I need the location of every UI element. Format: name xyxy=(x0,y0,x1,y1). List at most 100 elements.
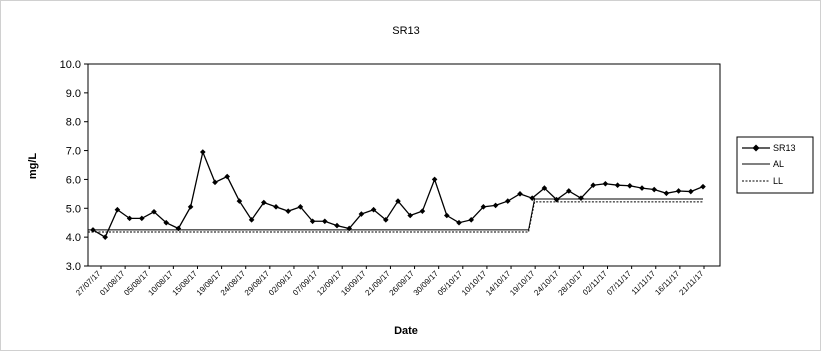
x-tick-label: 05/10/17 xyxy=(436,269,465,298)
sr13-data-point xyxy=(431,176,438,183)
sr13-data-point xyxy=(248,217,255,223)
legend: SR13 AL LL xyxy=(736,136,814,194)
sr13-data-point xyxy=(139,215,145,222)
sr13-data-point xyxy=(175,225,182,232)
sr13-data-point xyxy=(505,198,511,204)
sr13-data-point xyxy=(102,234,108,240)
sr13-data-point xyxy=(322,218,328,225)
y-tick-label: 8.0 xyxy=(66,117,81,129)
legend-box xyxy=(736,136,814,194)
series-sr13-line xyxy=(92,149,704,239)
sr13-data-point xyxy=(261,199,267,206)
sr13-data-point xyxy=(309,218,316,225)
x-tick-label: 28/10/17 xyxy=(556,269,585,298)
x-tick-label: 19/08/17 xyxy=(195,269,224,298)
x-tick-label: 05/08/17 xyxy=(122,269,151,298)
sr13-data-point xyxy=(273,204,279,210)
y-tick-label: 3.0 xyxy=(66,261,81,273)
sr13-data-point xyxy=(578,195,584,201)
sr13-data-point xyxy=(383,217,389,223)
series-ll-line xyxy=(88,201,703,233)
sr13-data-point xyxy=(675,188,682,194)
x-tick-label: 16/11/17 xyxy=(653,269,681,297)
x-tick-label: 10/08/17 xyxy=(146,269,175,298)
legend-entry-ll: LL xyxy=(742,176,783,186)
chart-title: SR13 xyxy=(392,25,420,37)
x-tick-label: 12/09/17 xyxy=(315,269,344,298)
sr13-data-point xyxy=(492,202,499,209)
sr13-data-point xyxy=(553,196,560,203)
sr13-data-point xyxy=(700,183,706,190)
sr13-data-point xyxy=(370,206,377,213)
x-tick-label: 24/10/17 xyxy=(532,269,561,298)
sr13-data-point xyxy=(358,211,365,217)
legend-sr13-diamond-marker xyxy=(752,144,760,152)
x-tick-label: 21/11/17 xyxy=(677,269,705,297)
sr13-data-point xyxy=(200,149,206,155)
sr13-data-point xyxy=(663,190,670,197)
sr13-data-point xyxy=(187,204,194,210)
sr13-data-point xyxy=(297,204,304,210)
sr13-data-point xyxy=(639,185,645,191)
legend-entry-al: AL xyxy=(742,159,784,169)
x-tick-label: 10/10/17 xyxy=(460,269,489,298)
x-tick-label: 21/09/17 xyxy=(363,269,392,298)
sr13-data-point xyxy=(651,186,657,193)
x-tick-label: 14/10/17 xyxy=(484,269,513,298)
sr13-data-point xyxy=(334,222,340,229)
x-tick-label: 26/09/17 xyxy=(388,269,417,298)
sr13-data-point xyxy=(395,198,401,204)
x-tick-label: 07/11/17 xyxy=(605,269,633,297)
sr13-data-point xyxy=(614,182,621,188)
x-tick-label: 24/08/17 xyxy=(219,269,248,298)
sr13-data-point xyxy=(346,225,352,232)
x-tick-label: 29/08/17 xyxy=(243,269,272,298)
y-tick-label: 9.0 xyxy=(66,88,81,100)
legend-al-label: AL xyxy=(773,159,784,169)
sr13-data-point xyxy=(90,227,96,233)
x-tick-label: 11/11/17 xyxy=(630,269,658,297)
x-tick-label: 30/09/17 xyxy=(412,269,441,298)
x-axis-title: Date xyxy=(394,325,418,337)
x-tick-label: 01/08/17 xyxy=(98,269,127,298)
sr13-data-point xyxy=(541,185,548,191)
sr13-data-point xyxy=(236,198,243,204)
y-axis-title: mg/L xyxy=(27,153,39,180)
sr13-data-point xyxy=(407,212,413,219)
y-tick-label: 7.0 xyxy=(66,146,81,158)
plot-area: 3.04.05.06.07.08.09.010.027/07/1701/08/1… xyxy=(60,59,721,298)
sr13-data-point xyxy=(224,173,230,180)
plot-border xyxy=(87,63,721,267)
sr13-data-point xyxy=(627,182,633,189)
y-tick-label: 4.0 xyxy=(66,232,81,244)
sr13-data-point xyxy=(114,206,121,213)
sr13-data-point xyxy=(126,215,133,222)
sr13-data-point xyxy=(444,212,450,219)
y-tick-label: 6.0 xyxy=(66,174,81,186)
x-tick-label: 19/10/17 xyxy=(508,269,537,298)
series-al-line xyxy=(88,198,703,231)
sr13-data-point xyxy=(151,208,157,215)
x-tick-label: 07/09/17 xyxy=(291,269,320,298)
sr13-data-point xyxy=(529,195,535,201)
sr13-data-point xyxy=(419,208,426,214)
y-tick-label: 5.0 xyxy=(66,203,81,215)
x-tick-label: 02/09/17 xyxy=(267,269,296,298)
x-tick-label: 16/09/17 xyxy=(339,269,368,298)
y-tick-label: 10.0 xyxy=(60,59,81,71)
sr13-data-point xyxy=(456,219,462,226)
sr13-data-point xyxy=(566,188,572,194)
sr13-data-point xyxy=(163,219,169,226)
x-tick-label: 15/08/17 xyxy=(171,269,200,298)
sr13-data-point xyxy=(602,180,609,187)
sr13-data-point xyxy=(468,217,474,223)
sr13-data-point xyxy=(688,188,694,195)
sr13-data-point xyxy=(212,179,218,186)
sr13-data-point xyxy=(590,182,596,188)
x-tick-label: 02/11/17 xyxy=(581,269,609,297)
sr13-data-point xyxy=(480,204,487,210)
legend-entry-sr13: SR13 xyxy=(742,143,796,153)
legend-ll-label: LL xyxy=(773,176,783,186)
